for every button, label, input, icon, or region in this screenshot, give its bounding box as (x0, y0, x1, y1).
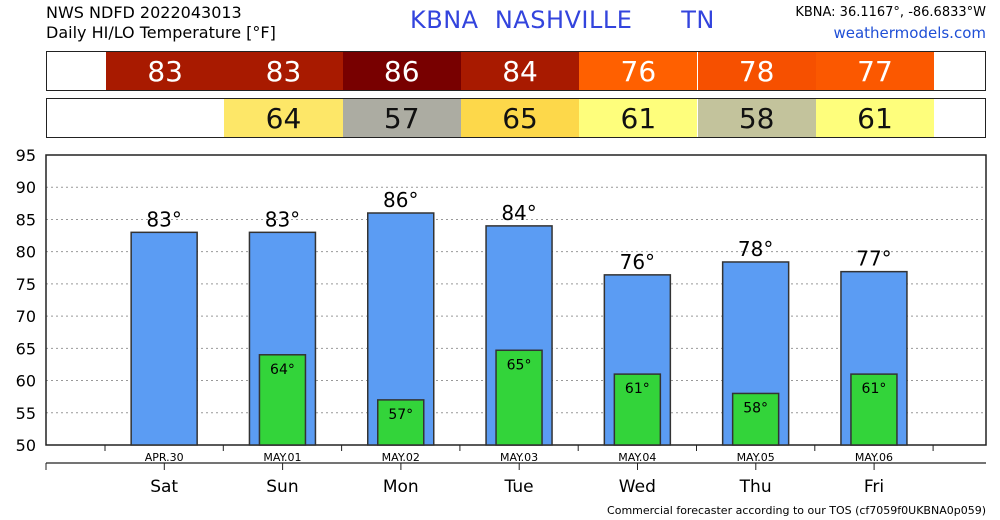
high-temp-cell: 76 (579, 52, 698, 90)
header-right: KBNA: 36.1167°, -86.6833°W weathermodels… (795, 3, 986, 43)
high-temp-cell: 86 (342, 52, 461, 90)
header-left: NWS NDFD 2022043013 Daily HI/LO Temperat… (46, 3, 276, 43)
high-temp-label: 83° (265, 207, 300, 231)
y-tick-label: 85 (16, 210, 36, 229)
day-label: Tue (504, 477, 534, 497)
day-label: Sat (150, 477, 178, 497)
low-temp-bar (258, 354, 307, 446)
low-temp-bar (850, 373, 898, 446)
date-label: MAY.05 (737, 451, 775, 464)
y-tick-label: 70 (16, 307, 36, 326)
high-temp-cell: 78 (697, 52, 816, 90)
date-label: MAY.02 (382, 451, 420, 464)
high-temp-label: 77° (856, 247, 891, 271)
day-label: Thu (739, 477, 772, 497)
low-temp-cell: 64 (224, 99, 343, 137)
low-temp-label: 57° (388, 407, 413, 423)
station-id: KBNA (410, 6, 479, 34)
date-label: APR.30 (145, 451, 184, 464)
low-temp-label: 65° (507, 357, 532, 373)
day-label: Fri (864, 477, 884, 497)
low-temp-label: 64° (270, 362, 295, 378)
low-temp-label: 61° (625, 381, 650, 397)
model-run-label: NWS NDFD 2022043013 (46, 3, 242, 22)
y-tick-label: 50 (16, 436, 36, 455)
high-temp-cell: 84 (460, 52, 580, 90)
state-code: TN (681, 6, 715, 34)
date-label: MAY.01 (263, 451, 301, 464)
low-temp-cell: 65 (460, 99, 580, 137)
y-tick-label: 55 (16, 404, 36, 423)
low-temp-label: 61° (862, 381, 887, 397)
date-label: MAY.03 (500, 451, 538, 464)
y-tick-label: 95 (16, 146, 36, 165)
y-tick-label: 65 (16, 339, 36, 358)
high-temp-label: 83° (146, 207, 181, 231)
low-temp-bar (495, 349, 543, 446)
footer-note: Commercial forecaster according to our T… (607, 504, 986, 517)
low-temperature-strip: 64 57 65 61 58 61 (46, 98, 986, 138)
high-temp-bar (130, 231, 198, 446)
low-temp-bar (613, 373, 662, 446)
high-temp-label: 84° (501, 201, 536, 225)
high-temperature-strip: 83 83 86 84 76 78 77 (46, 51, 986, 91)
low-temp-cell: 61 (815, 99, 935, 137)
site-link[interactable]: weathermodels.com (833, 24, 986, 42)
high-temp-label: 86° (383, 188, 418, 212)
city-name: NASHVILLE (494, 6, 633, 34)
day-label: Sun (266, 477, 298, 497)
low-temp-cell: 61 (579, 99, 698, 137)
low-temp-label: 58° (743, 400, 768, 416)
station-coords: KBNA: 36.1167°, -86.6833°W (795, 5, 986, 20)
low-temp-cell: 57 (342, 99, 461, 137)
product-label: Daily HI/LO Temperature [°F] (46, 23, 276, 42)
date-label: MAY.04 (618, 451, 656, 464)
low-temp-cell: 58 (697, 99, 816, 137)
high-temp-label: 76° (620, 250, 655, 274)
y-tick-label: 60 (16, 372, 36, 391)
day-label: Mon (383, 477, 419, 497)
y-tick-label: 80 (16, 243, 36, 262)
y-tick-label: 75 (16, 275, 36, 294)
high-temp-cell: 83 (106, 52, 225, 90)
y-tick-label: 90 (16, 178, 36, 197)
day-label: Wed (619, 477, 656, 497)
low-temp-bar (731, 392, 780, 446)
date-label: MAY.06 (855, 451, 893, 464)
high-temp-cell: 77 (815, 52, 935, 90)
low-temp-bar (377, 399, 425, 446)
low-temp-cell (106, 99, 225, 137)
high-temp-cell: 83 (224, 52, 343, 90)
high-temp-label: 78° (738, 237, 773, 261)
location-title: KBNA NASHVILLE TN (410, 6, 715, 34)
